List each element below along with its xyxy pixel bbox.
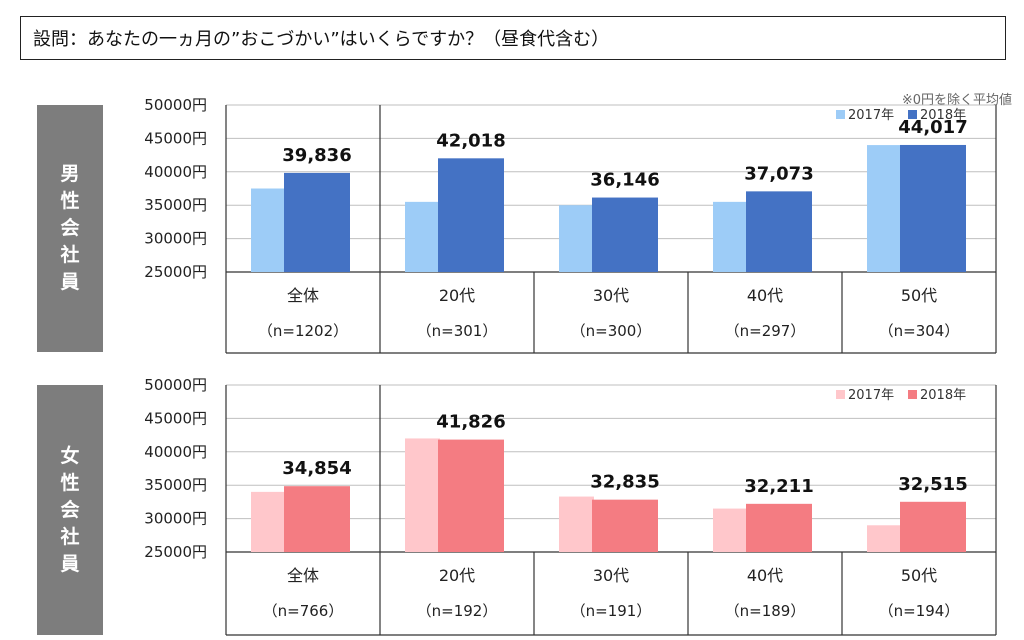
data-label: 36,146 [590, 170, 659, 191]
group-label-char: 社 [60, 525, 80, 548]
group-label-char: 性 [60, 190, 80, 212]
group-label-char: 会 [60, 498, 80, 521]
y-tick-label: 30000円 [144, 230, 207, 248]
bar-2017 [559, 205, 594, 272]
sample-size-label: （n=194） [879, 602, 960, 620]
average-note: ※0円を除く平均値 [901, 93, 1012, 108]
y-tick-label: 50000円 [144, 96, 207, 114]
category-label: 30代 [593, 566, 629, 585]
category-label: 全体 [287, 286, 319, 305]
group-label-char: 員 [60, 552, 80, 575]
data-label: 32,835 [590, 472, 659, 493]
y-tick-label: 50000円 [144, 376, 207, 394]
sample-size-label: （n=300） [571, 322, 652, 340]
bar-2018 [438, 439, 504, 552]
y-tick-label: 30000円 [144, 510, 207, 528]
legend-swatch-2017 [836, 390, 845, 399]
data-label: 32,515 [898, 474, 967, 495]
data-label: 32,211 [744, 476, 813, 497]
category-label: 30代 [593, 286, 629, 305]
legend-label-2017: 2017年 [848, 388, 894, 403]
bar-2018 [284, 486, 350, 552]
bar-2017 [405, 438, 440, 552]
data-label: 34,854 [282, 458, 351, 479]
sample-size-label: （n=192） [417, 602, 498, 620]
sample-size-label: （n=1202） [258, 322, 348, 340]
bar-2017 [405, 201, 440, 272]
female-group-label: 女 性 会 社 員 [37, 385, 103, 635]
bar-2018 [284, 172, 350, 272]
bar-2017 [713, 201, 748, 272]
data-label: 44,017 [898, 117, 967, 138]
y-tick-label: 40000円 [144, 443, 207, 461]
category-label: 20代 [439, 286, 475, 305]
data-label: 42,018 [436, 130, 505, 151]
legend-label-2017: 2017年 [848, 108, 894, 123]
data-label: 37,073 [744, 163, 813, 184]
legend-label-2018: 2018年 [920, 388, 966, 403]
bar-2018 [900, 501, 966, 552]
bar-2018 [438, 158, 504, 272]
bar-2017 [713, 508, 748, 552]
sample-size-label: （n=766） [263, 602, 344, 620]
female-bar-chart: 50000円 45000円 40000円 35000円 30000円 25000円 34,8… [144, 376, 997, 636]
bar-2017 [251, 491, 286, 552]
female-chart-panel: 女 性 会 社 員 50000円 45000円 40000円 35000円 30000円… [0, 370, 1024, 636]
sample-size-label: （n=191） [571, 602, 652, 620]
group-label-char: 女 [60, 444, 80, 467]
legend-swatch-2018 [908, 390, 917, 399]
legend-label-2018: 2018年 [920, 108, 966, 123]
bar-2018 [746, 191, 812, 272]
category-label: 40代 [747, 566, 783, 585]
male-chart-panel: 男 性 会 社 員 50000円 45000円 40000円 35000円 30000円… [0, 90, 1024, 355]
legend-swatch-2017 [836, 110, 845, 119]
sample-size-label: （n=297） [725, 322, 806, 340]
y-tick-label: 25000円 [144, 263, 207, 281]
bar-2017 [867, 525, 902, 552]
bar-2018 [900, 144, 966, 272]
male-bar-chart: 50000円 45000円 40000円 35000円 30000円 25000円 39,8… [144, 96, 997, 354]
y-tick-label: 25000円 [144, 543, 207, 561]
category-label: 50代 [901, 286, 937, 305]
bar-2017 [867, 145, 902, 272]
male-group-label: 男 性 会 社 員 [37, 105, 103, 352]
group-label-char: 会 [60, 217, 80, 239]
y-tick-label: 40000円 [144, 163, 207, 181]
category-label: 50代 [901, 566, 937, 585]
bar-2017 [251, 188, 286, 272]
sample-size-label: （n=189） [725, 602, 806, 620]
data-label: 39,836 [282, 145, 351, 166]
y-tick-label: 45000円 [144, 409, 207, 427]
group-label-char: 社 [60, 244, 80, 266]
category-label: 20代 [439, 566, 475, 585]
group-label-char: 男 [60, 163, 80, 185]
legend-swatch-2018 [908, 110, 917, 119]
data-label: 41,826 [436, 412, 505, 433]
sample-size-label: （n=304） [879, 322, 960, 340]
bar-2018 [592, 197, 658, 272]
category-label: 40代 [747, 286, 783, 305]
y-tick-label: 45000円 [144, 129, 207, 147]
sample-size-label: （n=301） [417, 322, 498, 340]
category-label: 全体 [287, 566, 319, 585]
group-label-char: 性 [60, 471, 80, 494]
bar-2018 [746, 503, 812, 552]
y-tick-label: 35000円 [144, 476, 207, 494]
bar-2018 [592, 499, 658, 552]
group-label-char: 員 [60, 271, 80, 293]
bar-2017 [559, 496, 594, 552]
question-text: 設問：あなたの一ヵ月の”おこづかい”はいくらですか？（昼食代含む） [33, 29, 610, 50]
y-tick-label: 35000円 [144, 196, 207, 214]
question-box: 設問：あなたの一ヵ月の”おこづかい”はいくらですか？（昼食代含む） [20, 16, 1006, 60]
